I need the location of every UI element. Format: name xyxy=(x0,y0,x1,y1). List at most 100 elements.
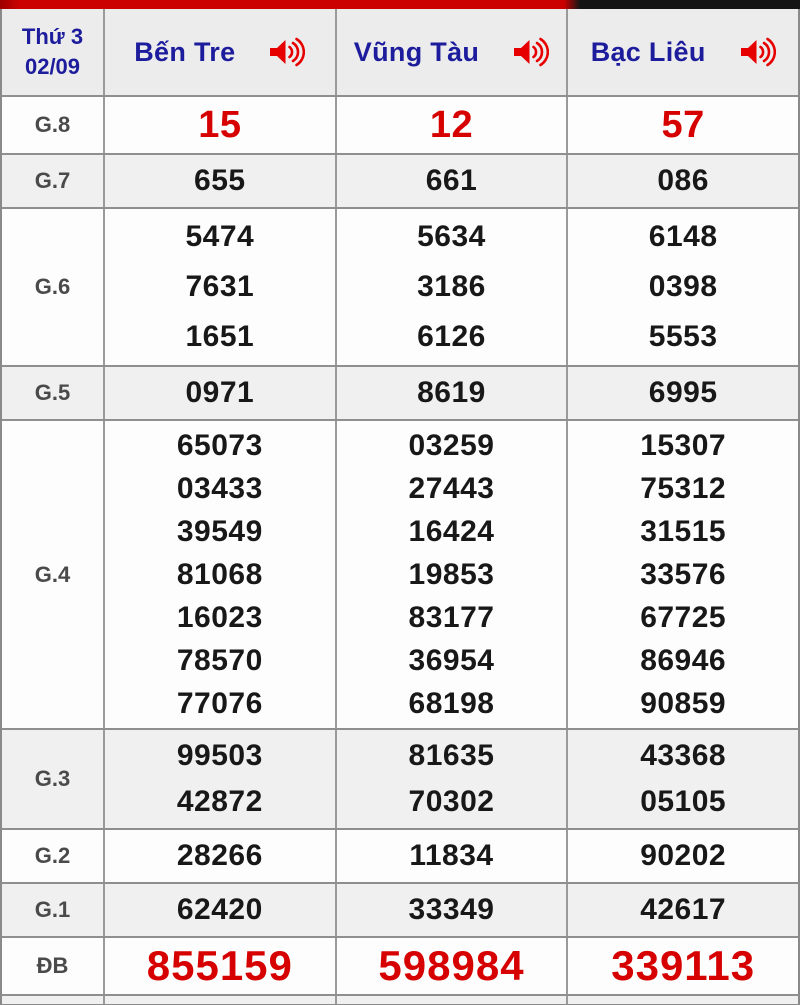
speaker-icon[interactable] xyxy=(740,37,776,67)
prize-number: 05105 xyxy=(640,785,727,818)
prize-number: 42872 xyxy=(176,785,263,818)
prize-number: 855159 xyxy=(146,942,293,989)
prize-number: 33576 xyxy=(640,558,727,591)
lottery-results-table: Thứ 3 02/09 Bến Tre Vũng Tàu xyxy=(0,9,800,1005)
prize-cell: 99503 42872 xyxy=(103,730,335,828)
prize-cell: 655 xyxy=(103,155,335,207)
prize-number: 6995 xyxy=(648,376,718,409)
prize-row-g2: G.2 28266 11834 90202 xyxy=(2,830,798,884)
results-body: G.8 15 12 57 G.7 655 661 086 G.6 5474 7631 1651 5634… xyxy=(2,97,798,996)
prize-number: 27443 xyxy=(408,472,495,505)
prize-number: 03433 xyxy=(176,472,263,505)
prize-row-g5: G.5 0971 8619 6995 xyxy=(2,367,798,421)
prize-number: 36954 xyxy=(408,644,495,677)
prize-cell: 5634 3186 6126 xyxy=(334,209,567,365)
prize-row-g7: G.7 655 661 086 xyxy=(2,155,798,209)
prize-cell: 03259 27443 16424 19853 83177 36954 68198 xyxy=(334,421,567,728)
prize-number: 6126 xyxy=(417,320,486,353)
prize-label-cell: ĐB xyxy=(2,938,103,994)
prize-number: 6148 xyxy=(648,220,718,253)
prize-number: 90202 xyxy=(640,839,727,872)
prize-number: 339113 xyxy=(611,942,756,989)
prize-cell: 6995 xyxy=(566,367,798,419)
prize-label: G.8 xyxy=(34,112,71,137)
prize-label: G.1 xyxy=(34,897,71,922)
prize-cell: 15 xyxy=(103,97,335,153)
prize-number: 655 xyxy=(194,164,246,197)
prize-label: G.3 xyxy=(34,766,71,791)
prize-number: 19853 xyxy=(408,558,495,591)
prize-number: 57 xyxy=(661,104,705,146)
prize-number: 12 xyxy=(429,104,474,146)
prize-label-cell: G.3 xyxy=(2,730,103,828)
prize-row-db: ĐB 855159 598984 339113 xyxy=(2,938,798,996)
speaker-icon[interactable] xyxy=(513,37,550,67)
prize-number: 28266 xyxy=(176,839,263,872)
prize-number: 3186 xyxy=(417,270,486,303)
prize-number: 5474 xyxy=(185,220,255,253)
prize-number: 03259 xyxy=(408,429,495,462)
draw-date-cell: Thứ 3 02/09 xyxy=(2,9,103,95)
next-row-partial xyxy=(2,996,798,1004)
prize-label-cell: G.2 xyxy=(2,830,103,882)
province-header-bac-lieu: Bạc Liêu xyxy=(566,9,798,95)
prize-number: 15 xyxy=(198,104,242,146)
prize-number: 31515 xyxy=(640,515,727,548)
prize-number: 65073 xyxy=(176,429,263,462)
prize-number: 0971 xyxy=(185,376,255,409)
prize-number: 90859 xyxy=(640,687,727,720)
prize-cell: 57 xyxy=(566,97,798,153)
prize-number: 16023 xyxy=(176,601,263,634)
prize-row-g3: G.3 99503 42872 81635 70302 43368 05105 xyxy=(2,730,798,830)
province-name: Bến Tre xyxy=(134,36,236,67)
prize-number: 16424 xyxy=(408,515,495,548)
prize-cell: 339113 xyxy=(566,938,798,994)
prize-cell: 086 xyxy=(566,155,798,207)
prize-cell: 661 xyxy=(334,155,567,207)
table-header-row: Thứ 3 02/09 Bến Tre Vũng Tàu xyxy=(2,9,798,97)
page-loading-bar xyxy=(0,0,800,9)
province-name: Bạc Liêu xyxy=(590,36,706,67)
prize-cell: 81635 70302 xyxy=(334,730,567,828)
prize-cell: 15307 75312 31515 33576 67725 86946 90859 xyxy=(566,421,798,728)
prize-number: 33349 xyxy=(408,893,495,926)
prize-number: 78570 xyxy=(176,644,263,677)
prize-label-cell: G.1 xyxy=(2,884,103,936)
draw-weekday: Thứ 3 xyxy=(21,24,84,49)
prize-number: 15307 xyxy=(640,429,727,462)
prize-cell: 42617 xyxy=(566,884,798,936)
prize-row-g6: G.6 5474 7631 1651 5634 3186 6126 6148 0398 5553 xyxy=(2,209,798,367)
prize-number: 086 xyxy=(657,164,709,197)
province-header-ben-tre: Bến Tre xyxy=(103,9,335,95)
prize-number: 7631 xyxy=(185,270,255,303)
prize-row-g4: G.4 65073 03433 39549 81068 16023 78570 77076 03… xyxy=(2,421,798,730)
prize-number: 598984 xyxy=(378,942,525,989)
prize-label-cell: G.4 xyxy=(2,421,103,728)
prize-cell: 62420 xyxy=(103,884,335,936)
prize-number: 81635 xyxy=(408,739,495,772)
prize-label: G.6 xyxy=(34,274,71,299)
prize-row-g8: G.8 15 12 57 xyxy=(2,97,798,155)
prize-cell: 43368 05105 xyxy=(566,730,798,828)
prize-label: G.5 xyxy=(34,380,71,405)
province-name: Vũng Tàu xyxy=(353,36,480,67)
prize-number: 39549 xyxy=(176,515,263,548)
prize-label-cell: G.7 xyxy=(2,155,103,207)
prize-number: 5634 xyxy=(417,220,486,253)
prize-number: 5553 xyxy=(648,320,718,353)
prize-label: G.7 xyxy=(34,168,71,193)
province-header-vung-tau: Vũng Tàu xyxy=(334,9,567,95)
draw-date: 02/09 xyxy=(24,54,81,79)
speaker-icon[interactable] xyxy=(269,37,306,67)
prize-number: 0398 xyxy=(648,270,718,303)
prize-row-g1: G.1 62420 33349 42617 xyxy=(2,884,798,938)
prize-label: ĐB xyxy=(36,953,69,978)
prize-cell: 6148 0398 5553 xyxy=(566,209,798,365)
prize-number: 42617 xyxy=(640,893,727,926)
prize-number: 77076 xyxy=(176,687,263,720)
prize-number: 8619 xyxy=(417,376,486,409)
prize-cell: 0971 xyxy=(103,367,335,419)
prize-cell: 28266 xyxy=(103,830,335,882)
prize-number: 43368 xyxy=(640,739,727,772)
